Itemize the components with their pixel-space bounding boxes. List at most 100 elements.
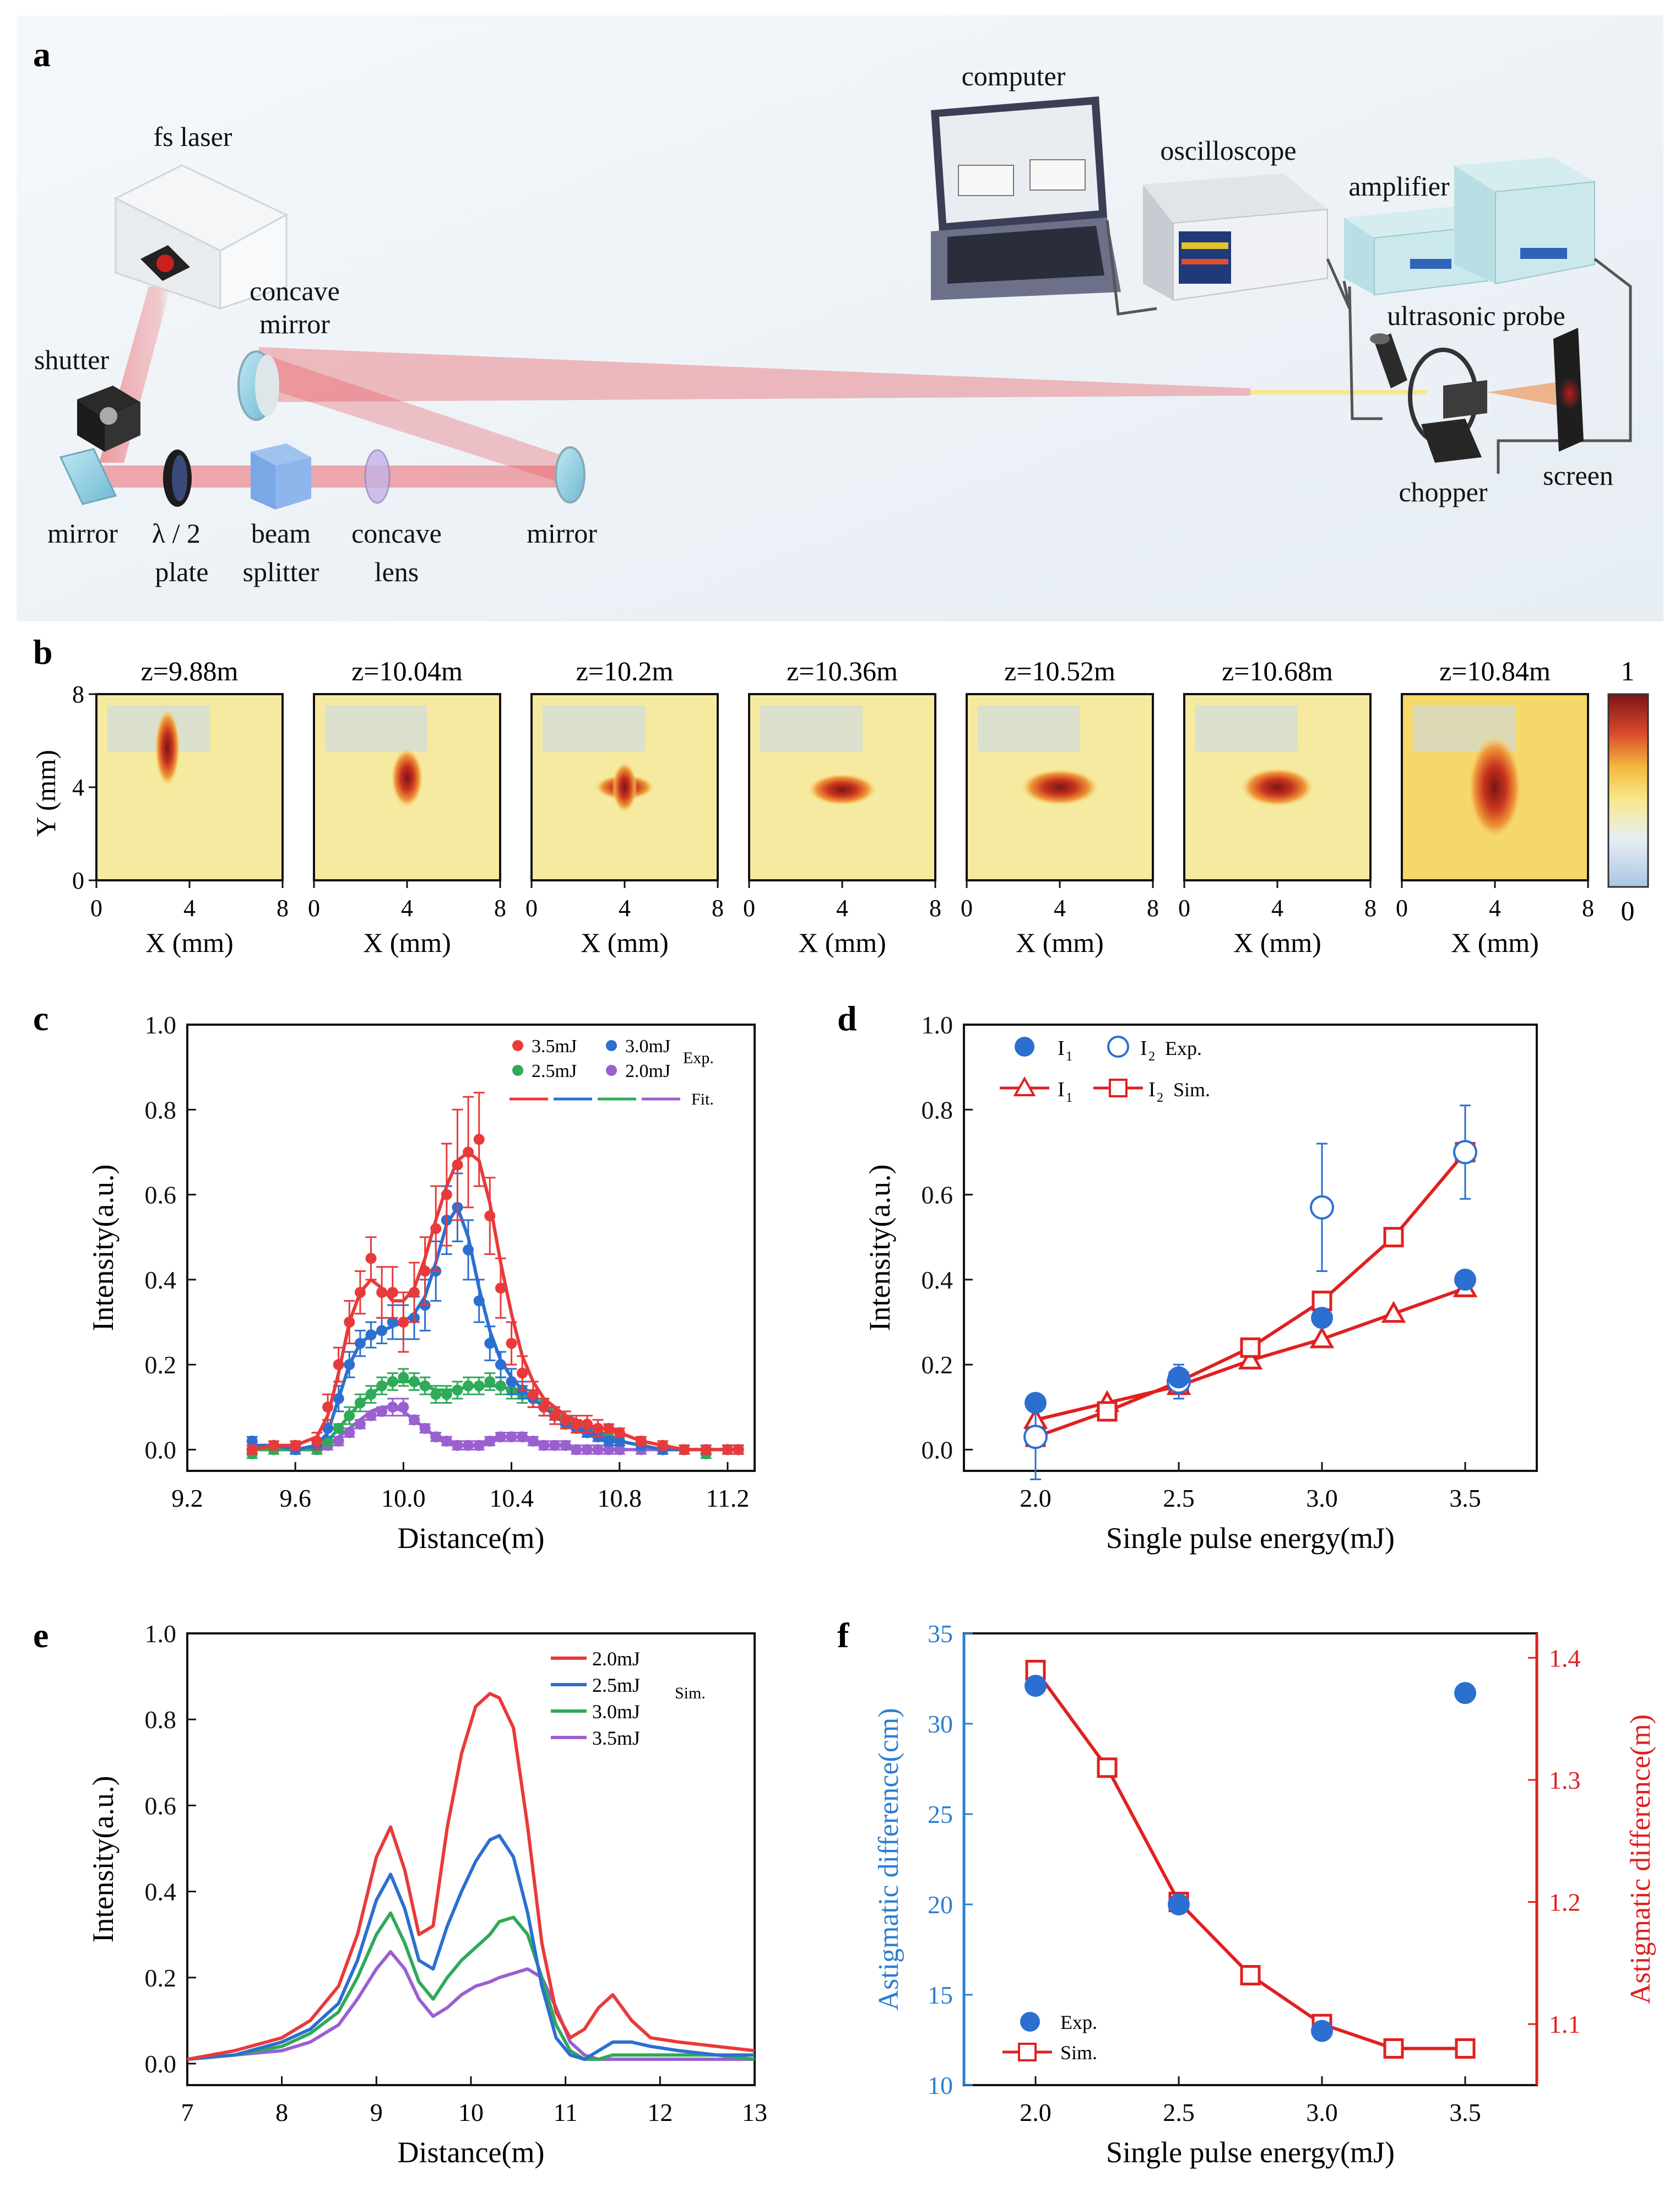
label-amplifier: amplifier	[1348, 171, 1450, 202]
data-point	[581, 1444, 593, 1455]
y-right-tick-label: 1.3	[1549, 1766, 1581, 1794]
data-point	[506, 1431, 517, 1443]
legend-sim: Sim.	[1060, 2042, 1097, 2064]
profile-xlabel: X (mm)	[363, 927, 451, 958]
data-point	[409, 1376, 420, 1387]
data-point	[527, 1436, 539, 1447]
data-point	[700, 1444, 712, 1455]
concave-mirror-device	[237, 350, 279, 421]
beam-long-path	[259, 347, 1250, 402]
profile-xtick-label: 0	[308, 895, 320, 922]
legend-exp: Exp.	[683, 1049, 714, 1067]
concave-lens-device	[364, 449, 391, 504]
profile-xlabel: X (mm)	[581, 927, 669, 958]
exp-marker	[1025, 1675, 1047, 1697]
legend-exp-I2-sub: 2	[1148, 1049, 1155, 1064]
legend-sim-I1-marker	[1013, 1076, 1036, 1096]
profile-spot	[611, 761, 638, 813]
x-axis-label: Distance(m)	[398, 1522, 545, 1555]
data-point	[484, 1210, 496, 1222]
label-mirror-right: mirror	[527, 518, 597, 549]
beam-splitter-device	[251, 443, 311, 510]
data-point	[409, 1287, 420, 1298]
legend-sim: Sim.	[675, 1684, 706, 1702]
data-point	[344, 1359, 355, 1371]
label-beam-splitter-1: beam	[251, 518, 311, 549]
profile-xtick-label: 0	[525, 895, 538, 922]
profile-2: z=10.2m 0 4 8 X (mm)	[525, 656, 724, 958]
half-wave-plate-device	[163, 450, 192, 507]
y-tick-label: 0.6	[922, 1181, 953, 1209]
data-point	[452, 1384, 463, 1396]
data-point	[452, 1159, 463, 1171]
y-axis-label-left: Astigmatic difference(cm)	[873, 1708, 904, 2010]
legend-sim-I1: I	[1058, 1078, 1065, 1101]
data-point	[441, 1389, 452, 1400]
x-tick-label: 12	[647, 2098, 673, 2126]
beam-lower-path	[88, 466, 584, 488]
legend-marker	[512, 1065, 523, 1076]
profile-xtick-label: 4	[619, 895, 631, 922]
y-tick-label: 0.8	[145, 1706, 177, 1734]
label-oscilloscope: oscilloscope	[1160, 135, 1296, 166]
y-tick-label: 25	[928, 1800, 953, 1828]
data-point	[473, 1439, 485, 1451]
legend-entry: 3.5mJ	[532, 1036, 577, 1057]
data-point	[614, 1444, 625, 1455]
line-3.0mJ	[187, 1911, 755, 2061]
data-point	[376, 1287, 388, 1298]
data-point	[387, 1376, 398, 1387]
profile-1: z=10.04m 0 4 8 X (mm)	[308, 656, 506, 958]
sim-I2-marker	[1312, 1290, 1332, 1311]
exp-marker	[1454, 1682, 1476, 1704]
panel-label-a: a	[33, 35, 51, 74]
x-axis-label: Single pulse energy(mJ)	[1106, 1522, 1395, 1555]
colorbar-max: 1	[1621, 656, 1635, 686]
data-point	[495, 1431, 506, 1443]
sim-I1-marker	[1381, 1301, 1406, 1323]
fs-laser-device	[113, 164, 289, 310]
y-tick-label: 0.6	[145, 1791, 177, 1820]
x-tick-label: 10	[458, 2098, 484, 2126]
panel-label-c: c	[33, 999, 48, 1038]
profile-xlabel: X (mm)	[1016, 927, 1104, 958]
sim-I1-marker	[1238, 1347, 1263, 1370]
y-tick-label: 0.2	[145, 1351, 177, 1379]
profile-title: z=10.04m	[351, 656, 463, 686]
y-axis-label: Intensity(a.u.)	[863, 1165, 896, 1331]
legend: 2.0mJ 2.5mJ 3.0mJ 3.5mJ Sim.	[551, 1648, 706, 1749]
data-point	[419, 1422, 431, 1434]
beam-profile-panel: b Y (mm) z=9.88m 0 4 8 X (mm) 0 4 8 z=10.04m 0 4 8 X…	[30, 632, 1649, 958]
data-point	[473, 1134, 485, 1145]
legend-sim-I2-sub: 2	[1157, 1091, 1163, 1105]
legend-exp-label: Exp.	[1165, 1037, 1202, 1059]
data-point	[463, 1244, 474, 1255]
x-tick-label: 10.4	[489, 1484, 534, 1512]
data-point	[365, 1389, 377, 1400]
data-point	[398, 1317, 409, 1328]
data-point	[571, 1444, 582, 1455]
cable-screen	[1497, 258, 1632, 474]
data-point	[636, 1436, 647, 1447]
x-tick-label: 8	[275, 2098, 288, 2126]
legend-entry: 3.0mJ	[592, 1701, 640, 1723]
legend-entry: 2.0mJ	[625, 1061, 670, 1081]
computer-device	[931, 96, 1121, 300]
plot-frame	[963, 1632, 1538, 2086]
profile-title: z=10.68m	[1222, 656, 1333, 686]
data-point	[365, 1329, 377, 1341]
profile-xtick-label: 4	[836, 895, 848, 922]
label-ultrasonic-probe: ultrasonic probe	[1387, 300, 1565, 331]
data-point	[365, 1253, 377, 1264]
data-point	[560, 1439, 571, 1451]
data-point	[463, 1380, 474, 1392]
line-3.5mJ	[187, 1950, 755, 2061]
data-point	[560, 1414, 571, 1426]
sim-marker	[1383, 2038, 1404, 2059]
label-concave-lens-1: concave	[351, 518, 442, 549]
label-fs-laser: fs laser	[154, 121, 232, 152]
chart-c: 9.2 9.6 10.0 10.4 10.8 11.2 0.0 0.2 0.4 0.6 0.8 1.0…	[86, 1011, 756, 1555]
sim-I2-line	[1034, 1151, 1467, 1439]
legend-sim-label: Sim.	[1173, 1079, 1210, 1101]
